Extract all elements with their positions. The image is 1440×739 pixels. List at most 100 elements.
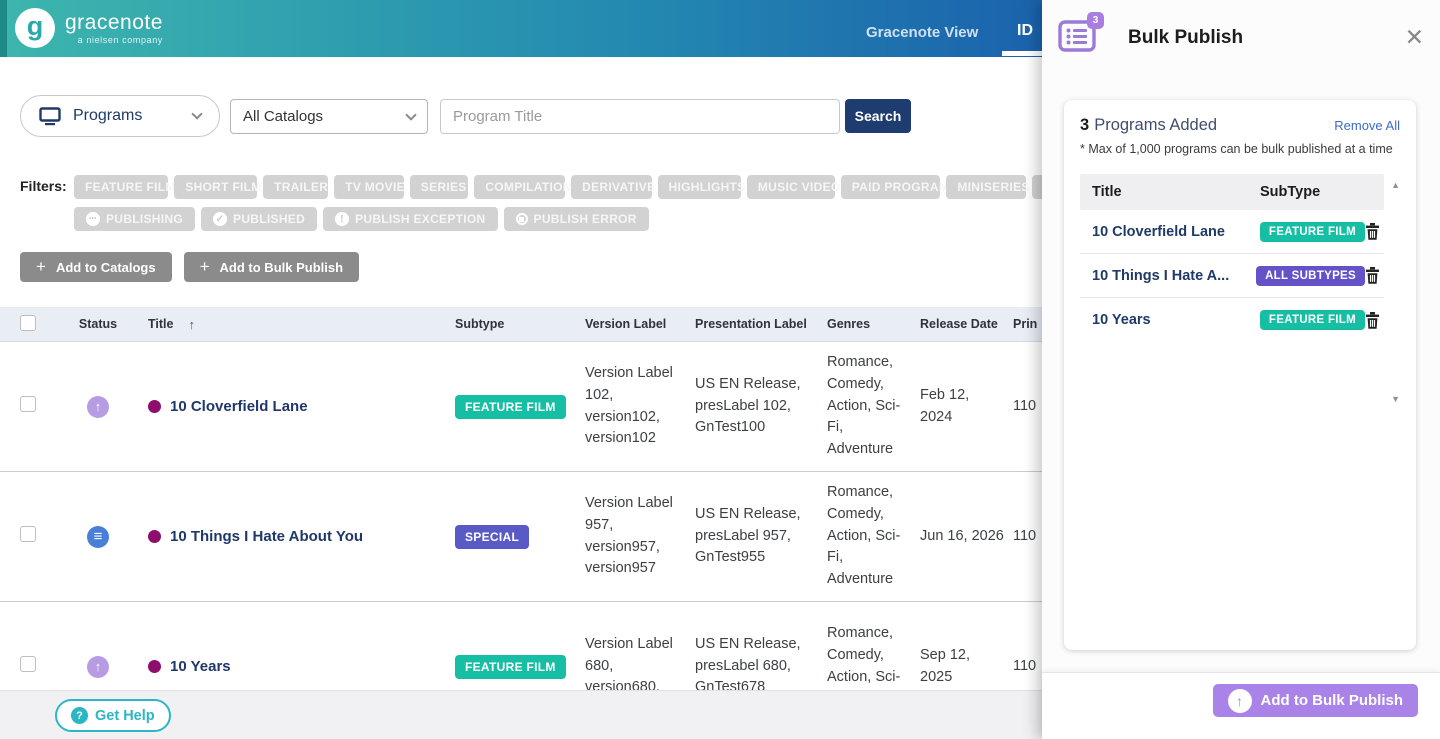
status-filter-label: PUBLISH ERROR [533, 212, 637, 226]
added-program-subtype-badge: FEATURE FILM [1259, 310, 1365, 330]
subtype-badge: SPECIAL [455, 524, 530, 549]
program-title-input[interactable] [440, 99, 840, 134]
active-tab-underline [1002, 51, 1046, 56]
program-title-link[interactable]: 10 Years [170, 658, 231, 675]
added-program-title: 10 Cloverfield Lane [1092, 223, 1225, 240]
program-title-link[interactable]: 10 Things I Hate About You [170, 528, 364, 545]
subtype-filter-chip[interactable] [1031, 175, 1042, 199]
version-label-cell: Version Label 102, version102, version10… [585, 365, 673, 447]
genres-cell: Romance, Comedy, Action, Sci-Fi, Adventu… [827, 484, 901, 588]
title-column-header[interactable]: Title ↑ [148, 316, 195, 332]
subtype-filter-chip[interactable]: TV MOVIE [334, 175, 405, 199]
scroll-down-icon[interactable]: ▼ [1391, 394, 1400, 404]
added-program-title: 10 Years [1092, 312, 1151, 328]
get-help-button[interactable]: ? Get Help [55, 699, 171, 732]
delete-trash-icon[interactable] [1365, 267, 1380, 284]
bulk-publish-panel: 3 Bulk Publish ✕ 3 Programs Added Remove… [1042, 0, 1440, 739]
subtype-filter-chip[interactable]: FEATURE FILM [74, 175, 175, 199]
select-all-checkbox[interactable] [20, 314, 36, 331]
gracenote-logo-icon: g [15, 8, 55, 48]
release-date-cell: Jun 16, 2026 [920, 527, 1004, 544]
nav-item-gracenote-view[interactable]: Gracenote View [866, 24, 979, 41]
principal-cell: 110 [1013, 657, 1037, 674]
close-icon[interactable]: ✕ [1404, 24, 1424, 50]
program-title-link[interactable]: 10 Cloverfield Lane [170, 398, 308, 415]
main-content: Programs All Catalogs Search Filters: FE… [0, 57, 1042, 739]
programs-table: Status Title ↑ Subtype Version Label Pre… [0, 307, 1042, 732]
status-filter-icon [213, 212, 228, 226]
subtype-filter-chip[interactable]: TRAILER [263, 175, 329, 199]
program-color-dot-icon [148, 530, 161, 543]
brand-name: gracenote [65, 11, 163, 35]
row-checkbox[interactable] [20, 526, 36, 542]
panel-title: Bulk Publish [1128, 27, 1244, 48]
principal-cell: 110 [1013, 527, 1037, 544]
entity-type-dropdown[interactable]: Programs [20, 95, 220, 137]
status-filter-icon [335, 212, 350, 226]
programs-added-count: 3 [1080, 116, 1090, 134]
subtype-filter-chip[interactable]: MUSIC VIDEO [746, 175, 840, 199]
remove-all-link[interactable]: Remove All [1334, 118, 1400, 133]
publish-status-icon [87, 655, 109, 678]
status-filter-chip[interactable]: PUBLISHING [74, 207, 196, 231]
catalog-dropdown[interactable]: All Catalogs [230, 99, 428, 134]
max-programs-note: * Max of 1,000 programs can be bulk publ… [1080, 142, 1393, 156]
subtype-filter-chip[interactable]: PAID PROGRAM [840, 175, 949, 199]
publish-status-icon [87, 525, 109, 548]
catalog-value: All Catalogs [243, 108, 324, 125]
genres-cell: Romance, Comedy, Action, Sci-Fi, Adventu… [827, 354, 901, 458]
status-filter-chip[interactable]: PUBLISHED [201, 207, 318, 231]
subtype-filter-chip[interactable]: COMPILATION [474, 175, 571, 199]
question-mark-icon: ? [71, 707, 88, 724]
programs-added-card: 3 Programs Added Remove All * Max of 1,0… [1064, 100, 1416, 650]
delete-trash-icon[interactable] [1365, 223, 1380, 240]
nav-item-id-active[interactable]: ID [1017, 22, 1033, 39]
panel-subtype-column-header: SubType [1260, 184, 1321, 200]
program-table-row: 10 Things I Hate About You SPECIAL Versi… [0, 472, 1042, 602]
add-to-catalogs-button[interactable]: + Add to Catalogs [20, 252, 172, 282]
scroll-up-icon[interactable]: ▲ [1391, 180, 1400, 190]
version-label-column-header: Version Label [585, 317, 667, 331]
sort-ascending-icon[interactable]: ↑ [188, 316, 195, 332]
subtype-filter-chip[interactable]: HIGHLIGHTS [657, 175, 745, 199]
brand-tagline: a nielsen company [77, 34, 163, 45]
added-program-row: 10 Cloverfield Lane FEATURE FILM [1080, 210, 1384, 254]
genres-column-header: Genres [827, 317, 871, 331]
header-edge-strip [0, 0, 7, 57]
principal-cell: 110 [1013, 397, 1037, 414]
delete-trash-icon[interactable] [1365, 311, 1380, 329]
presentation-label-column-header: Presentation Label [695, 317, 807, 331]
status-filter-chip[interactable]: PUBLISH EXCEPTION [323, 207, 498, 231]
row-checkbox[interactable] [20, 656, 36, 672]
publish-status-icon [87, 395, 109, 418]
status-filter-label: PUBLISH EXCEPTION [355, 212, 486, 226]
row-checkbox[interactable] [20, 396, 36, 412]
release-date-cell: Sep 12, 2025 [920, 646, 970, 685]
add-to-bulk-publish-button[interactable]: + Add to Bulk Publish [183, 252, 360, 282]
chevron-down-icon [191, 108, 203, 120]
search-button[interactable]: Search [845, 99, 911, 133]
gracenote-logo[interactable]: g gracenote a nielsen company [15, 8, 163, 48]
status-filter-row: PUBLISHING PUBLISHED PUBLISH EXCEPTION P… [74, 207, 649, 231]
subtype-filter-chip[interactable]: SHORT FILM [174, 175, 261, 199]
program-color-dot-icon [148, 660, 161, 673]
filters-label: Filters: [20, 178, 67, 194]
subtype-filter-chip[interactable]: MINISERIES [946, 175, 1029, 199]
bulk-action-buttons: + Add to Catalogs + Add to Bulk Publish [20, 252, 360, 282]
presentation-label-cell: US EN Release, presLabel 102, GnTest100 [695, 375, 801, 436]
status-filter-chip[interactable]: PUBLISH ERROR [503, 207, 649, 231]
subtype-column-header: Subtype [455, 317, 505, 331]
main-footer-bar: ? Get Help [0, 690, 1042, 739]
upload-arrow-icon: ↑ [1227, 688, 1252, 713]
subtype-filter-chip[interactable]: DERIVATIVE [571, 175, 655, 199]
plus-icon: + [199, 257, 210, 276]
subtype-badge: FEATURE FILM [455, 654, 566, 679]
status-filter-icon [515, 213, 528, 225]
added-program-subtype-badge: ALL SUBTYPES [1256, 265, 1365, 286]
status-filter-label: PUBLISHING [106, 212, 184, 226]
presentation-label-cell: US EN Release, presLabel 957, GnTest955 [695, 505, 801, 566]
panel-add-to-bulk-publish-button[interactable]: ↑ Add to Bulk Publish [1212, 684, 1418, 717]
status-column-header: Status [78, 317, 118, 331]
subtype-filter-chip[interactable]: SERIES [409, 175, 469, 199]
